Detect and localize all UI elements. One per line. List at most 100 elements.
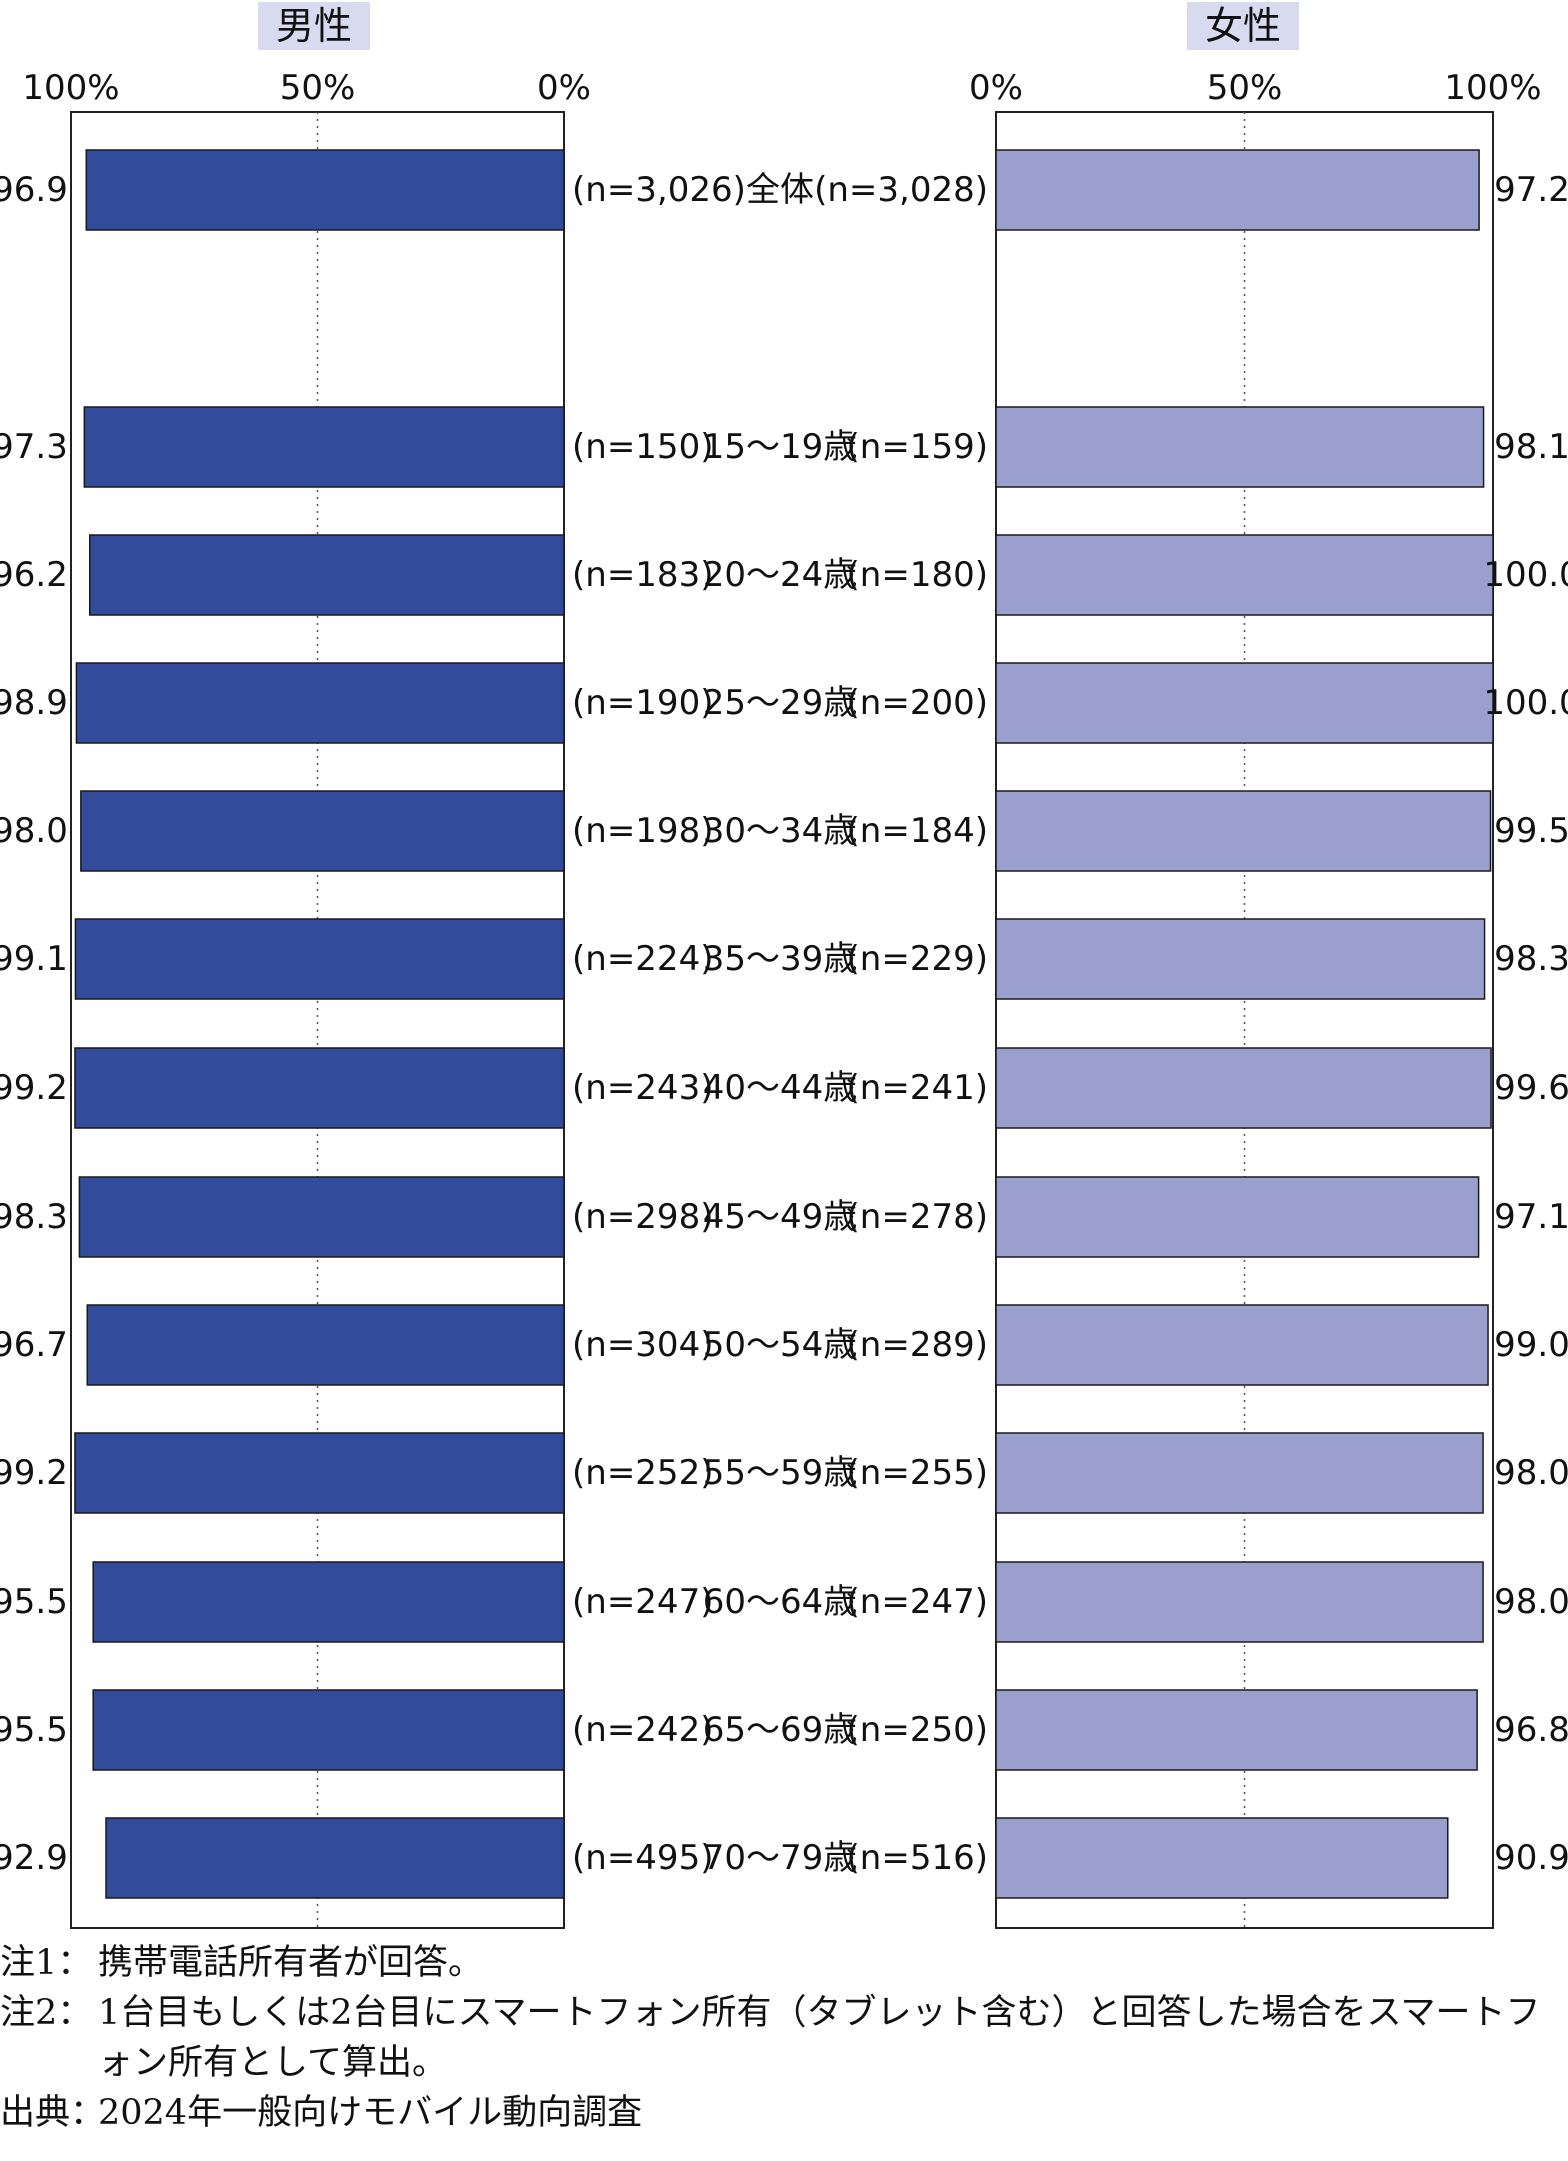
female-axis-tick-label: 50% — [1207, 68, 1283, 108]
male-sample-size-label: (n=3,026) — [572, 170, 746, 210]
female-sample-size-label: (n=180) — [847, 555, 988, 595]
female-value-label: 98.1 — [1494, 427, 1568, 467]
female-value-label: 99.5 — [1494, 811, 1568, 851]
male-value-label: 99.2 — [0, 1068, 68, 1108]
category-label: 20～24歳 — [703, 555, 858, 595]
female-bar — [995, 1047, 1492, 1129]
male-bar — [86, 1304, 565, 1386]
female-value-label: 99.0 — [1494, 1325, 1568, 1365]
female-sample-size-label: (n=229) — [847, 939, 988, 979]
female-value-label: 100.0 — [1483, 683, 1568, 723]
female-value-label: 98.0 — [1494, 1582, 1568, 1622]
female-bar — [995, 534, 1494, 616]
note-2: 注2： 1台目もしくは2台目にスマートフォン所有（タブレット含む）と回答した場合を… — [0, 1988, 1568, 2088]
category-label: 25～29歳 — [703, 683, 858, 723]
female-panel: 女性 0% 50% 100% 97.2 98.1 100.0 100.0 99.5 98.3 99.… — [969, 2, 1568, 1929]
male-sample-size-label: (n=150) — [572, 427, 713, 467]
female-bar — [995, 662, 1494, 744]
female-sample-size-label: (n=516) — [847, 1838, 988, 1878]
female-title-bg — [1187, 2, 1299, 50]
male-panel: 男性 100% 50% 0% 96.9 97.3 96.2 98.9 98.0 99.1 99.2 9… — [0, 2, 591, 1929]
male-value-label: 98.0 — [0, 811, 68, 851]
female-sample-size-label: (n=250) — [847, 1710, 988, 1750]
note-text: 2024年一般向けモバイル動向調査 — [98, 2093, 643, 2133]
chart: 男性 100% 50% 0% 96.9 97.3 96.2 98.9 98.0 99.1 99.2 9… — [0, 2, 1568, 1929]
category-label: 55～59歳 — [703, 1453, 858, 1493]
male-value-label: 98.3 — [0, 1197, 68, 1237]
male-axis-tick-label: 0% — [537, 68, 591, 108]
male-bar — [80, 790, 565, 872]
female-sample-size-label: (n=241) — [847, 1068, 988, 1108]
male-sample-size-label: (n=224) — [572, 939, 713, 979]
male-bar — [92, 1561, 565, 1643]
category-label: 40～44歳 — [703, 1068, 858, 1108]
category-label: 70～79歳 — [703, 1838, 858, 1878]
female-bar — [995, 918, 1486, 1000]
female-bar — [995, 1689, 1478, 1771]
male-bar — [85, 149, 565, 231]
female-title-text: 女性 — [1205, 4, 1281, 48]
category-label: 35～39歳 — [703, 939, 858, 979]
male-value-label: 92.9 — [0, 1838, 68, 1878]
male-value-label: 97.3 — [0, 427, 68, 467]
male-sample-size-label: (n=252) — [572, 1453, 713, 1493]
female-value-label: 96.8 — [1494, 1710, 1568, 1750]
male-sample-size-label: (n=243) — [572, 1068, 713, 1108]
female-bar — [995, 1304, 1489, 1386]
female-value-label: 98.3 — [1494, 939, 1568, 979]
female-sample-size-label: (n=159) — [847, 427, 988, 467]
male-bar — [74, 918, 565, 1000]
source-note: 出典：2024年一般向けモバイル動向調査 — [0, 2088, 1568, 2138]
male-bar — [75, 662, 565, 744]
female-title: 女性 — [1187, 2, 1299, 50]
note-text: 1台目もしくは2台目にスマートフォン所有（タブレット含む）と回答した場合をスマー… — [98, 1993, 1541, 2083]
male-bar — [74, 1047, 565, 1129]
female-value-label: 99.6 — [1494, 1068, 1568, 1108]
category-label: 30～34歳 — [703, 811, 858, 851]
female-sample-size-label: (n=247) — [847, 1582, 988, 1622]
male-sample-size-label: (n=190) — [572, 683, 713, 723]
note-label: 出典： — [0, 2093, 106, 2133]
category-label: 50～54歳 — [703, 1325, 858, 1365]
male-sample-size-label: (n=183) — [572, 555, 713, 595]
category-label: 65～69歳 — [703, 1710, 858, 1750]
male-sample-size-label: (n=247) — [572, 1582, 713, 1622]
male-bar — [92, 1689, 565, 1771]
male-value-label: 95.5 — [0, 1582, 68, 1622]
female-bar — [995, 1176, 1480, 1258]
female-bar — [995, 149, 1480, 231]
male-bar — [88, 534, 565, 616]
category-label: 60～64歳 — [703, 1582, 858, 1622]
female-bar — [995, 1817, 1449, 1899]
male-sample-size-label: (n=304) — [572, 1325, 713, 1365]
female-value-label: 90.9 — [1494, 1838, 1568, 1878]
male-title-text: 男性 — [276, 4, 352, 48]
female-bar — [995, 790, 1492, 872]
female-sample-size-label: (n=184) — [847, 811, 988, 851]
male-title-bg — [258, 2, 370, 50]
female-axis-tick-label: 100% — [1444, 68, 1541, 108]
note-text: 携帯電話所有者が回答。 — [98, 1943, 484, 1983]
male-value-label: 99.1 — [0, 939, 68, 979]
male-value-label: 96.2 — [0, 555, 68, 595]
female-sample-size-label: (n=289) — [847, 1325, 988, 1365]
male-plot-frame — [70, 111, 565, 1929]
male-axis-tick-label: 50% — [280, 68, 356, 108]
male-value-label: 96.7 — [0, 1325, 68, 1365]
male-axis-tick-label: 100% — [22, 68, 119, 108]
female-sample-size-label: (n=278) — [847, 1197, 988, 1237]
female-value-label: 98.0 — [1494, 1453, 1568, 1493]
notes: 注1： 携帯電話所有者が回答。 注2： 1台目もしくは2台目にスマートフォン所有（タ… — [0, 1938, 1568, 2138]
female-sample-size-label: (n=3,028) — [814, 170, 988, 210]
note-label: 注1： — [0, 1943, 93, 1983]
female-value-label: 100.0 — [1483, 555, 1568, 595]
female-plot-frame — [995, 111, 1494, 1929]
male-value-label: 96.9 — [0, 170, 68, 210]
female-sample-size-label: (n=200) — [847, 683, 988, 723]
female-value-label: 97.2 — [1494, 170, 1568, 210]
category-label: 45～49歳 — [703, 1197, 858, 1237]
male-bar — [83, 406, 565, 488]
male-title: 男性 — [258, 2, 370, 50]
female-bar — [995, 406, 1485, 488]
male-sample-size-label: (n=198) — [572, 811, 713, 851]
